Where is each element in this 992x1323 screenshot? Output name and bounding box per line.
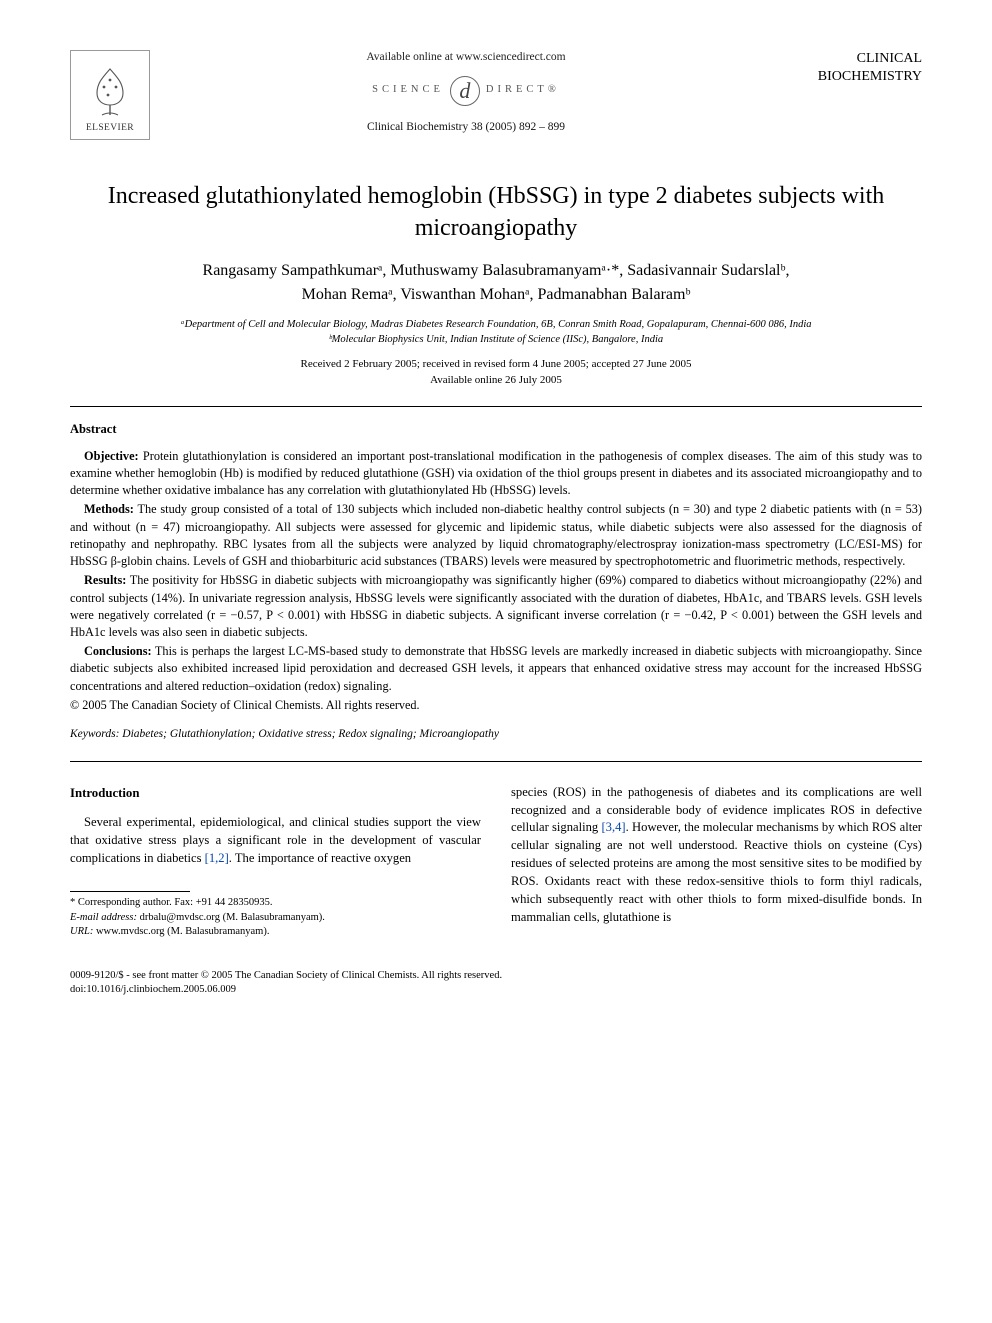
elsevier-tree-icon xyxy=(85,65,135,119)
url-label: URL: xyxy=(70,926,93,937)
copyright-line: © 2005 The Canadian Society of Clinical … xyxy=(70,697,922,713)
scidirect-d-icon: d xyxy=(450,76,480,106)
page-footer: 0009-9120/$ - see front matter © 2005 Th… xyxy=(70,969,922,997)
intro-left-post: . The importance of reactive oxygen xyxy=(229,851,411,865)
column-left: Introduction Several experimental, epide… xyxy=(70,784,481,939)
ref-link-3-4[interactable]: [3,4] xyxy=(601,820,625,834)
authors: Rangasamy Sampathkumarᵃ, Muthuswamy Bala… xyxy=(70,259,922,307)
header-row: ELSEVIER Available online at www.science… xyxy=(70,50,922,140)
available-online-line: Available online at www.sciencedirect.co… xyxy=(166,50,766,66)
abstract-results: Results: The positivity for HbSSG in dia… xyxy=(70,572,922,641)
authors-line2: Mohan Remaᵃ, Viswanthan Mohanᵃ, Padmanab… xyxy=(302,286,691,303)
email-value: drbalu@mvdsc.org (M. Balasubramanyam). xyxy=(137,912,325,923)
journal-name-line1: CLINICAL xyxy=(782,50,922,68)
affiliation-b: ᵇMolecular Biophysics Unit, Indian Insti… xyxy=(70,332,922,347)
publisher-name: ELSEVIER xyxy=(86,122,134,135)
authors-line1: Rangasamy Sampathkumarᵃ, Muthuswamy Bala… xyxy=(203,262,790,279)
conclusions-text: This is perhaps the largest LC-MS-based … xyxy=(70,644,922,692)
results-text: The positivity for HbSSG in diabetic sub… xyxy=(70,573,922,639)
keywords-label: Keywords: xyxy=(70,728,119,740)
rule-top xyxy=(70,406,922,407)
title-block: Increased glutathionylated hemoglobin (H… xyxy=(70,180,922,388)
ref-link-1-2[interactable]: [1,2] xyxy=(205,851,229,865)
scidirect-left: SCIENCE xyxy=(372,83,444,97)
journal-name-box: CLINICAL BIOCHEMISTRY xyxy=(782,50,922,85)
article-dates: Received 2 February 2005; received in re… xyxy=(70,357,922,388)
results-lead: Results: xyxy=(84,573,126,587)
column-right: species (ROS) in the pathogenesis of dia… xyxy=(511,784,922,939)
footnote-block: * Corresponding author. Fax: +91 44 2835… xyxy=(70,896,481,939)
footnote-url: URL: www.mvdsc.org (M. Balasubramanyam). xyxy=(70,925,481,939)
journal-name-line2: BIOCHEMISTRY xyxy=(782,68,922,86)
header-center: Available online at www.sciencedirect.co… xyxy=(150,50,782,135)
body-columns: Introduction Several experimental, epide… xyxy=(70,784,922,939)
affiliations: ᵃDepartment of Cell and Molecular Biolog… xyxy=(70,317,922,347)
url-value: www.mvdsc.org (M. Balasubramanyam). xyxy=(93,926,269,937)
keywords-text: Diabetes; Glutathionylation; Oxidative s… xyxy=(119,728,499,740)
intro-right-post: . However, the molecular mechanisms by w… xyxy=(511,820,922,923)
publisher-logo-box: ELSEVIER xyxy=(70,50,150,140)
journal-citation: Clinical Biochemistry 38 (2005) 892 – 89… xyxy=(166,120,766,136)
rule-bottom xyxy=(70,761,922,762)
methods-lead: Methods: xyxy=(84,502,134,516)
dates-online: Available online 26 July 2005 xyxy=(70,373,922,388)
corresponding-author: * Corresponding author. Fax: +91 44 2835… xyxy=(70,896,481,910)
footer-front-matter: 0009-9120/$ - see front matter © 2005 Th… xyxy=(70,969,922,983)
conclusions-lead: Conclusions: xyxy=(84,644,152,658)
objective-lead: Objective: xyxy=(84,449,139,463)
affiliation-a: ᵃDepartment of Cell and Molecular Biolog… xyxy=(70,317,922,332)
abstract-conclusions: Conclusions: This is perhaps the largest… xyxy=(70,643,922,695)
email-label: E-mail address: xyxy=(70,912,137,923)
keywords-line: Keywords: Diabetes; Glutathionylation; O… xyxy=(70,727,922,743)
abstract-objective: Objective: Protein glutathionylation is … xyxy=(70,448,922,500)
scidirect-right: DIRECT® xyxy=(486,83,560,97)
article-title: Increased glutathionylated hemoglobin (H… xyxy=(70,180,922,245)
abstract-methods: Methods: The study group consisted of a … xyxy=(70,501,922,570)
objective-text: Protein glutathionylation is considered … xyxy=(70,449,922,497)
introduction-heading: Introduction xyxy=(70,784,481,802)
dates-received: Received 2 February 2005; received in re… xyxy=(70,357,922,372)
footer-doi: doi:10.1016/j.clinbiochem.2005.06.009 xyxy=(70,983,922,997)
methods-text: The study group consisted of a total of … xyxy=(70,502,922,568)
intro-para-right: species (ROS) in the pathogenesis of dia… xyxy=(511,784,922,927)
sciencedirect-logo: SCIENCE d DIRECT® xyxy=(166,76,766,106)
abstract-heading: Abstract xyxy=(70,421,922,438)
footnote-rule xyxy=(70,891,190,892)
intro-para-left: Several experimental, epidemiological, a… xyxy=(70,814,481,868)
footnote-email: E-mail address: drbalu@mvdsc.org (M. Bal… xyxy=(70,911,481,925)
